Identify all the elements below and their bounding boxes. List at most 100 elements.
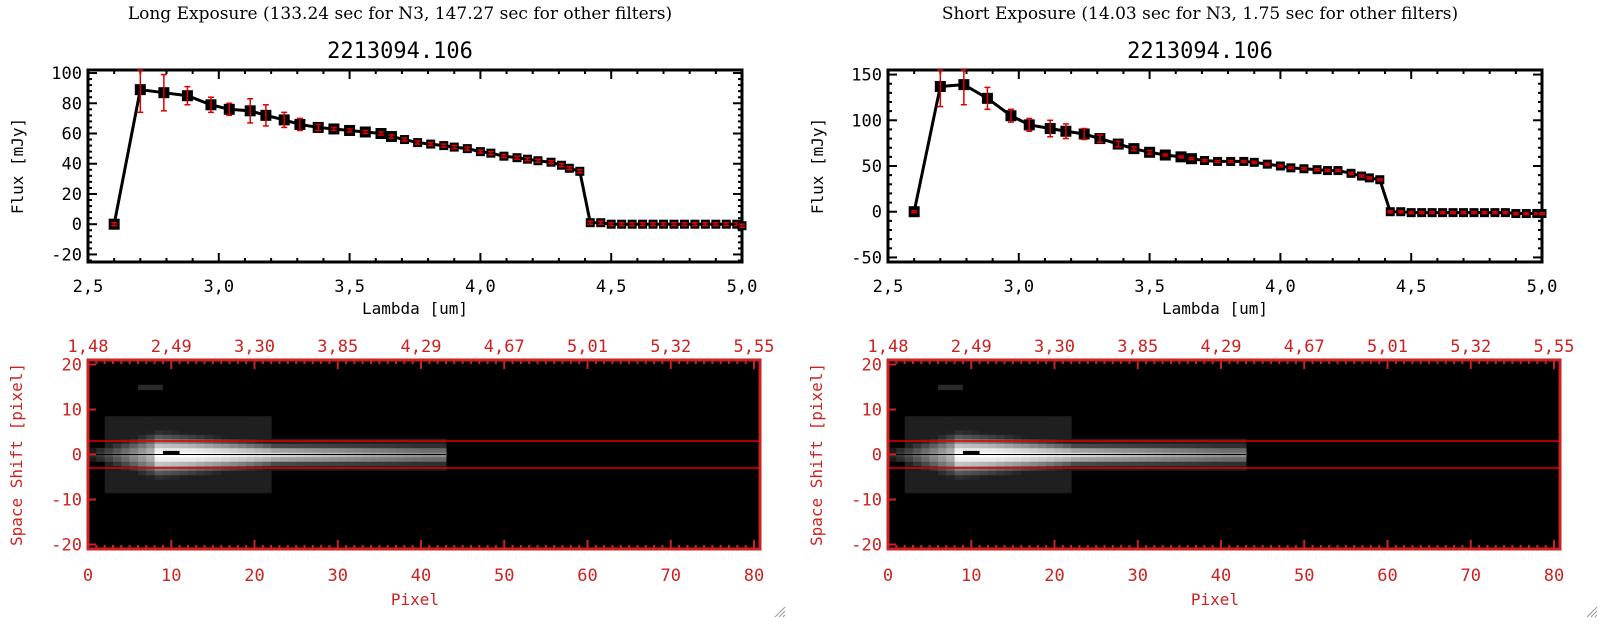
image-pixel — [1029, 434, 1039, 440]
image-pixel — [129, 470, 139, 476]
image-pixel — [1046, 429, 1055, 435]
image-pixel — [254, 470, 264, 476]
image-pixel — [1187, 456, 1197, 462]
image-pixel — [196, 483, 206, 489]
image-pixel — [921, 461, 931, 467]
x-tick-label: 4,0 — [1265, 277, 1296, 297]
image-pixel — [262, 474, 272, 480]
image-pixel — [929, 443, 939, 449]
image-pixel — [171, 483, 181, 489]
image-pixel — [304, 443, 314, 449]
image-pixel — [946, 420, 956, 426]
resize-grip-icon[interactable] — [772, 604, 786, 618]
image-pixel — [1062, 456, 1072, 462]
image-pixel — [246, 434, 255, 440]
image-pixel — [1054, 425, 1064, 431]
image-pixel — [212, 447, 222, 453]
image-pixel — [187, 479, 197, 485]
resize-grip-icon[interactable] — [1584, 604, 1598, 618]
image-pixel — [396, 461, 405, 467]
short-exposure-panel: Short Exposure (14.03 sec for N3, 1.75 s… — [800, 0, 1600, 630]
image-pixel — [396, 443, 405, 449]
image-pixel — [1221, 447, 1230, 453]
image-pixel — [179, 474, 189, 480]
image-pixel — [937, 470, 947, 476]
image-pixel — [196, 447, 206, 453]
image-pixel — [1212, 456, 1222, 462]
image-pixel — [1079, 461, 1089, 467]
image-pixel — [987, 488, 997, 494]
image-pixel — [1079, 443, 1089, 449]
image-pixel — [1196, 456, 1205, 462]
image-pixel — [1237, 447, 1247, 453]
image-pixel — [262, 483, 272, 489]
image-pixel — [221, 443, 231, 449]
image-pixel — [987, 425, 997, 431]
image-pixel — [1054, 420, 1064, 426]
image-pixel — [1012, 470, 1022, 476]
pixel-tick-label: 20 — [244, 566, 264, 586]
image-pixel — [387, 456, 397, 462]
image-pixel — [146, 474, 156, 480]
space-tick-label: 10 — [62, 401, 82, 421]
image-pixel — [104, 488, 114, 494]
pixel-tick-label: 50 — [1294, 566, 1314, 586]
image-pixel — [146, 443, 156, 449]
image-pixel — [1004, 456, 1014, 462]
image-pixel — [337, 461, 347, 467]
image-pixel — [112, 456, 122, 462]
image-pixel — [912, 429, 922, 435]
pixel-tick-label: 20 — [1044, 566, 1064, 586]
image-pixel — [1221, 443, 1230, 449]
image-pixel — [137, 429, 147, 435]
image-pixel — [1071, 456, 1080, 462]
image-pixel — [187, 434, 197, 440]
image-pixel — [1029, 474, 1039, 480]
image-pixel — [121, 416, 131, 422]
image-pixel — [1229, 461, 1239, 467]
image-pixel — [104, 461, 114, 467]
image-pixel — [987, 416, 997, 422]
image-pixel — [287, 443, 297, 449]
image-pixel — [1021, 420, 1031, 426]
image-pixel — [129, 447, 139, 453]
image-pixel — [237, 483, 247, 489]
image-pixel — [937, 488, 947, 494]
image-pixel — [146, 479, 156, 485]
pixel-tick-label: 70 — [1461, 566, 1481, 586]
image-pixel — [129, 416, 139, 422]
pixel-tick-label: 70 — [661, 566, 681, 586]
image-pixel — [954, 479, 964, 485]
image-pixel — [229, 420, 239, 426]
image-pixel — [1004, 429, 1014, 435]
image-pixel — [237, 470, 247, 476]
image-pixel — [346, 461, 355, 467]
image-pixel — [1087, 461, 1097, 467]
image-pixel — [987, 470, 997, 476]
image-pixel — [1012, 479, 1022, 485]
image-pixel — [1196, 461, 1205, 467]
image-pixel — [996, 425, 1006, 431]
image-pixel — [329, 443, 339, 449]
image-pixel — [229, 479, 239, 485]
image-pixel — [312, 447, 322, 453]
image-pixel — [912, 461, 922, 467]
image-pixel — [104, 429, 114, 435]
image-pixel — [1062, 447, 1072, 453]
image-pixel — [996, 470, 1006, 476]
image-pixel — [137, 479, 147, 485]
image-pixel — [162, 416, 172, 422]
image-pixel — [1021, 425, 1031, 431]
image-pixel — [262, 425, 272, 431]
image-pixel — [137, 456, 147, 462]
image-pixel — [246, 470, 255, 476]
image-pixel — [962, 461, 972, 467]
image-pixel — [1162, 447, 1172, 453]
image-pixel — [987, 447, 997, 453]
image-pixel — [904, 416, 914, 422]
image-pixel — [1054, 470, 1064, 476]
lambda-tick-label: 4,67 — [1284, 337, 1325, 357]
image-pixel — [204, 488, 214, 494]
image-pixel — [112, 416, 122, 422]
